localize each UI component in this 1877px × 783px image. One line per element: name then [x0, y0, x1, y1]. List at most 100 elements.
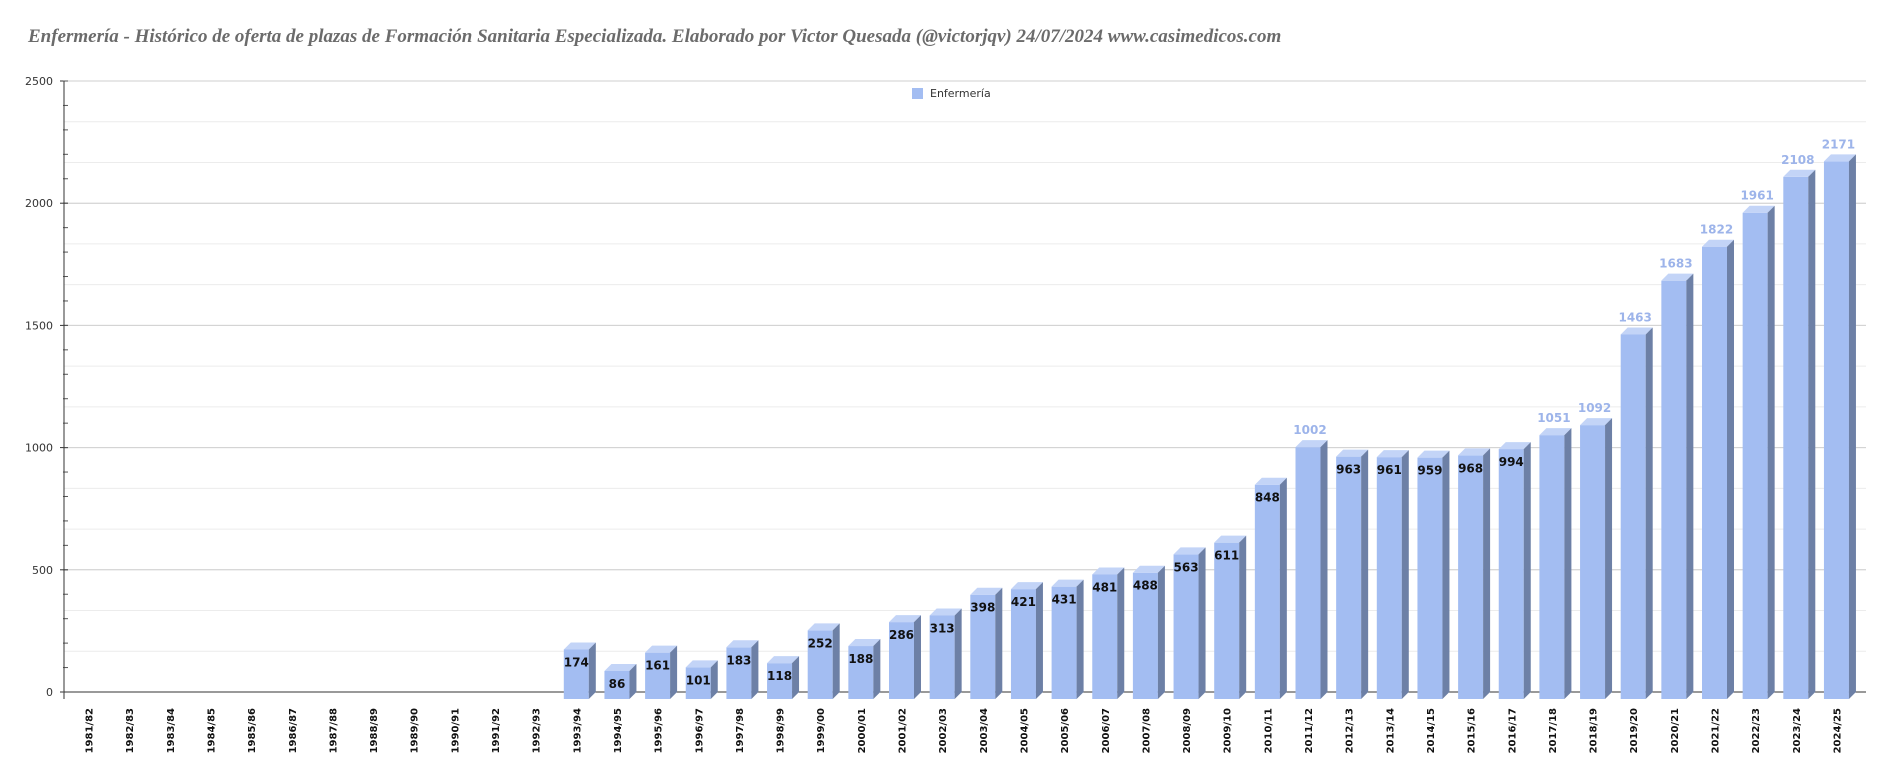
x-tick-label: 2016/17	[1507, 708, 1518, 753]
bar-2019/20	[1620, 334, 1646, 699]
bar-top	[563, 642, 596, 650]
x-tick-label: 1990/91	[450, 708, 461, 753]
bar-side	[954, 608, 962, 699]
data-label: 161	[645, 659, 670, 673]
bar-2003/04	[970, 594, 996, 699]
y-tick-label: 2500	[25, 75, 53, 88]
data-label: 86	[609, 677, 626, 691]
data-label: 1463	[1618, 310, 1651, 324]
data-label: 398	[970, 601, 995, 615]
data-label: 1092	[1578, 401, 1611, 415]
bar-2000/01	[848, 646, 874, 699]
y-tick-label: 2000	[25, 197, 53, 210]
bar-top	[685, 660, 718, 668]
bar-side	[1767, 205, 1775, 699]
bar-2008/09	[1173, 554, 1199, 699]
x-tick-label: 2001/02	[898, 708, 909, 753]
x-tick-label: 2012/13	[1345, 708, 1356, 753]
data-label: 1822	[1700, 223, 1733, 237]
x-tick-label: 1995/96	[654, 708, 665, 753]
y-tick-label: 500	[32, 564, 53, 577]
bar-side	[1361, 449, 1369, 699]
bar-side	[1645, 327, 1653, 699]
x-tick-label: 2003/04	[979, 708, 990, 753]
bar-2004/05	[1010, 589, 1036, 699]
x-tick-label: 2019/20	[1629, 708, 1640, 753]
bar-side	[792, 656, 800, 699]
bar-top	[604, 663, 637, 671]
bar-side	[1483, 448, 1491, 699]
x-tick-label: 1992/93	[532, 708, 543, 753]
bar-top	[1336, 449, 1369, 457]
x-tick-label: 2009/10	[1223, 708, 1234, 753]
bar-2005/06	[1051, 586, 1077, 699]
data-label: 431	[1052, 593, 1077, 607]
data-label: 994	[1499, 455, 1524, 469]
bar-2021/22	[1702, 246, 1727, 700]
bar-top	[1254, 477, 1287, 485]
x-tick-label: 2011/12	[1304, 708, 1315, 753]
bar-side	[1808, 169, 1816, 699]
bar-top	[848, 639, 881, 647]
data-label: 174	[564, 655, 589, 669]
x-tick-label: 1986/87	[288, 708, 299, 753]
bar-top	[1580, 418, 1613, 426]
data-label: 488	[1133, 579, 1158, 593]
data-label: 959	[1417, 464, 1442, 478]
bar-2001/02	[889, 622, 914, 699]
bar-2017/18	[1539, 435, 1565, 699]
x-tick-label: 1987/88	[328, 708, 339, 753]
x-tick-label: 1997/98	[735, 708, 746, 753]
x-tick-label: 1996/97	[694, 708, 705, 753]
x-tick-label: 2024/25	[1832, 708, 1843, 753]
x-tick-label: 1993/94	[572, 708, 583, 753]
bar-1994/95	[604, 670, 630, 699]
data-label: 1002	[1293, 423, 1326, 437]
bar-side	[751, 640, 759, 699]
data-label: 563	[1174, 560, 1199, 574]
x-tick-label: 2017/18	[1548, 708, 1559, 753]
y-tick-label: 1000	[25, 442, 53, 455]
x-tick-label: 2021/22	[1711, 708, 1722, 753]
x-tick-label: 2022/23	[1751, 708, 1762, 753]
x-tick-label: 1994/95	[613, 708, 624, 753]
bar-side	[1848, 154, 1856, 699]
bar-top	[970, 587, 1003, 595]
data-label: 1961	[1740, 189, 1773, 203]
bar-2024/25	[1823, 161, 1849, 699]
data-label: 188	[848, 652, 873, 666]
x-tick-label: 1981/82	[85, 708, 96, 753]
data-label: 611	[1214, 549, 1239, 563]
bar-2007/08	[1132, 572, 1158, 699]
bar-side	[1605, 418, 1613, 699]
bar-side	[873, 639, 881, 699]
x-tick-label: 1984/85	[206, 708, 217, 753]
x-tick-label: 2005/06	[1060, 708, 1071, 753]
x-tick-label: 2010/11	[1263, 708, 1274, 753]
data-label: 101	[686, 673, 711, 687]
data-label: 286	[889, 628, 914, 642]
bar-side	[1727, 239, 1734, 700]
bar-top	[1702, 239, 1734, 247]
bar-2010/11	[1254, 484, 1280, 699]
bar-top	[1823, 154, 1856, 162]
bar-top	[1458, 448, 1491, 456]
x-tick-label: 1982/83	[125, 708, 136, 753]
bar-top	[1214, 535, 1247, 543]
bar-top	[1498, 442, 1531, 450]
x-tick-label: 2015/16	[1467, 708, 1478, 753]
bar-2013/14	[1376, 457, 1402, 699]
bar-top	[889, 615, 921, 623]
bar-2011/12	[1295, 447, 1321, 699]
bar-top	[1661, 273, 1694, 281]
bar-top	[1742, 205, 1775, 213]
x-tick-label: 1991/92	[491, 708, 502, 753]
bar-side	[1076, 579, 1084, 699]
x-tick-label: 2008/09	[1182, 708, 1193, 753]
data-label: 252	[808, 636, 833, 650]
bar-top	[726, 640, 759, 648]
bar-side	[670, 645, 678, 699]
data-label: 118	[767, 669, 792, 683]
bar-side	[1523, 442, 1531, 699]
